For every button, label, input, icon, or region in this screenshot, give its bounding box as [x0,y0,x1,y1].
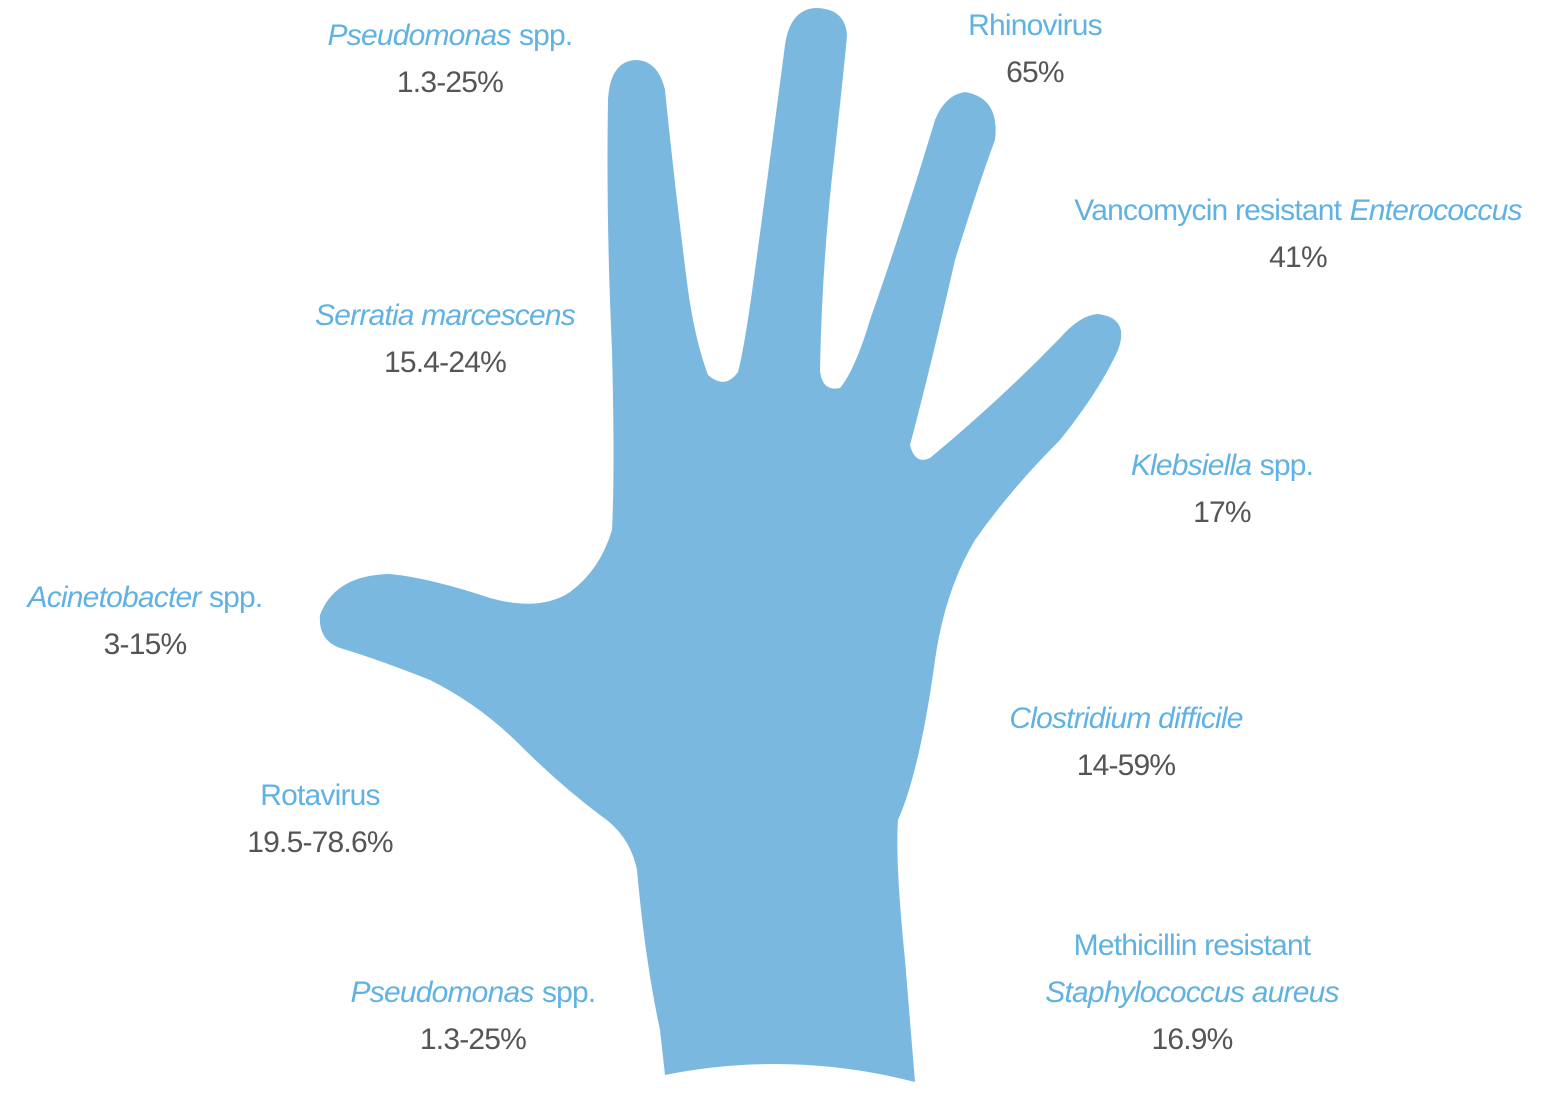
pathogen-label: Clostridium difficile 14-59% [1009,695,1242,789]
name-part: Methicillin resistant [1074,929,1311,962]
name-part: Rotavirus [260,779,380,812]
contamination-rate: 17% [1131,489,1313,536]
contamination-rate: 65% [968,49,1102,96]
name-part: Serratia marcescens [315,299,575,332]
name-part: Rhinovirus [968,9,1102,42]
contamination-rate: 1.3-25% [351,1016,596,1063]
name-part: Enterococcus [1350,194,1522,227]
name-part: Vancomycin resistant [1074,194,1341,227]
pathogen-name: Rotavirus [247,772,392,819]
pathogen-label: Rotavirus 19.5-78.6% [247,772,392,866]
name-part: Pseudomonas [351,976,534,1009]
hand [320,8,1121,1082]
name-part: Acinetobacter [28,581,201,614]
contamination-rate: 14-59% [1009,742,1242,789]
name-part: spp. [519,19,573,52]
pathogen-name: Klebsiella spp. [1131,442,1313,489]
name-part: spp. [1260,449,1314,482]
pathogen-name: Rhinovirus [968,2,1102,49]
name-part: Clostridium difficile [1009,702,1242,735]
infographic: Pseudomonasspp.1.3-25%Rhinovirus65%Vanco… [0,0,1556,1096]
name-part: Pseudomonas [328,19,511,52]
pathogen-name: Methicillin resistant [1045,922,1338,969]
contamination-rate: 15.4-24% [315,339,575,386]
pathogen-name: Serratia marcescens [315,292,575,339]
contamination-rate: 3-15% [28,621,263,668]
contamination-rate: 16.9% [1045,1016,1338,1063]
name-part: Klebsiella [1131,449,1251,482]
pathogen-label: Klebsiella spp. 17% [1131,442,1313,536]
pathogen-name: Clostridium difficile [1009,695,1242,742]
pathogen-label: Vancomycin resistant Enterococcus 41% [1074,187,1521,281]
pathogen-name: Vancomycin resistant Enterococcus [1074,187,1521,234]
pathogen-label: Rhinovirus 65% [968,2,1102,96]
name-part: Staphylococcus aureus [1045,976,1338,1009]
name-part: spp. [542,976,596,1009]
pathogen-label: Serratia marcescens 15.4-24% [315,292,575,386]
name-part: spp. [209,581,263,614]
pathogen-label: Methicillin resistant Staphylococcus aure… [1045,922,1338,1063]
contamination-rate: 19.5-78.6% [247,819,392,866]
pathogen-name: Staphylococcus aureus [1045,969,1338,1016]
contamination-rate: 1.3-25% [328,59,573,106]
contamination-rate: 41% [1074,234,1521,281]
